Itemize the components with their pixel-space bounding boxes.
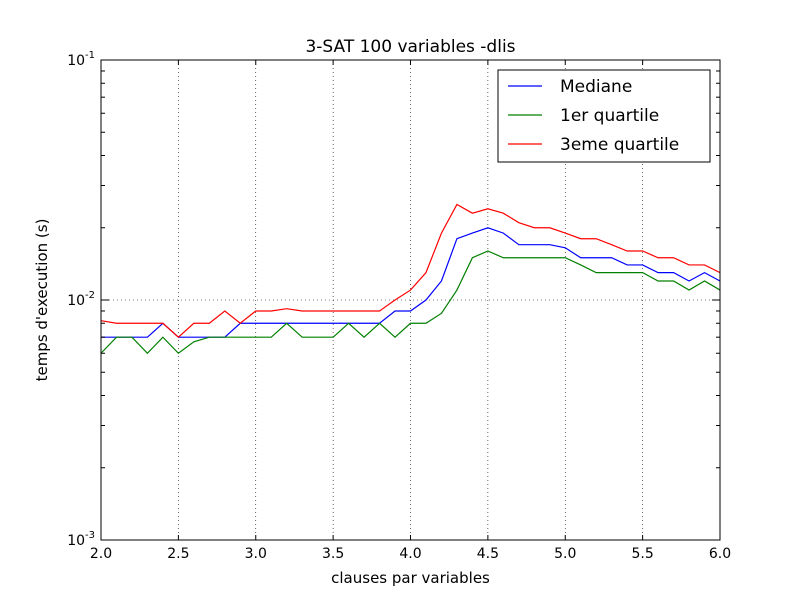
x-tick-label: 6.0 bbox=[709, 546, 731, 562]
series-line-1 bbox=[101, 227, 721, 338]
y-tick-label: 10-1 bbox=[67, 50, 95, 69]
x-tick-label: 2.0 bbox=[90, 546, 112, 562]
series-line-2 bbox=[100, 250, 721, 355]
legend-label: Mediane bbox=[560, 77, 632, 97]
x-tick-label: 4.0 bbox=[399, 546, 421, 562]
series-layer bbox=[100, 203, 721, 355]
y-axis-label: temps d'execution (s) bbox=[33, 219, 51, 382]
y-tick-label: 10-2 bbox=[67, 290, 95, 309]
ticks: 2.0 2.5 3.0 3.5 4.0 4.5 5.0 5.5 6.0 10-3 10-2 10-1 bbox=[67, 50, 731, 562]
legend-label: 1er quartile bbox=[560, 106, 659, 126]
series-line-3 bbox=[100, 203, 721, 338]
x-tick-label: 3.0 bbox=[245, 546, 267, 562]
x-tick-label: 2.5 bbox=[167, 546, 189, 562]
legend-box bbox=[497, 69, 711, 163]
chart-title: 3-SAT 100 variables -dlis bbox=[305, 37, 515, 57]
x-axis-label: clauses par variables bbox=[331, 569, 490, 587]
x-tick-label: 5.0 bbox=[554, 546, 576, 562]
x-tick-label: 3.5 bbox=[322, 546, 344, 562]
x-tick-label: 4.5 bbox=[477, 546, 499, 562]
x-tick-label: 5.5 bbox=[631, 546, 653, 562]
legend: Mediane 1er quartile 3eme quartile bbox=[497, 69, 711, 163]
legend-label: 3eme quartile bbox=[560, 135, 679, 155]
y-tick-label: 10-3 bbox=[67, 530, 95, 549]
